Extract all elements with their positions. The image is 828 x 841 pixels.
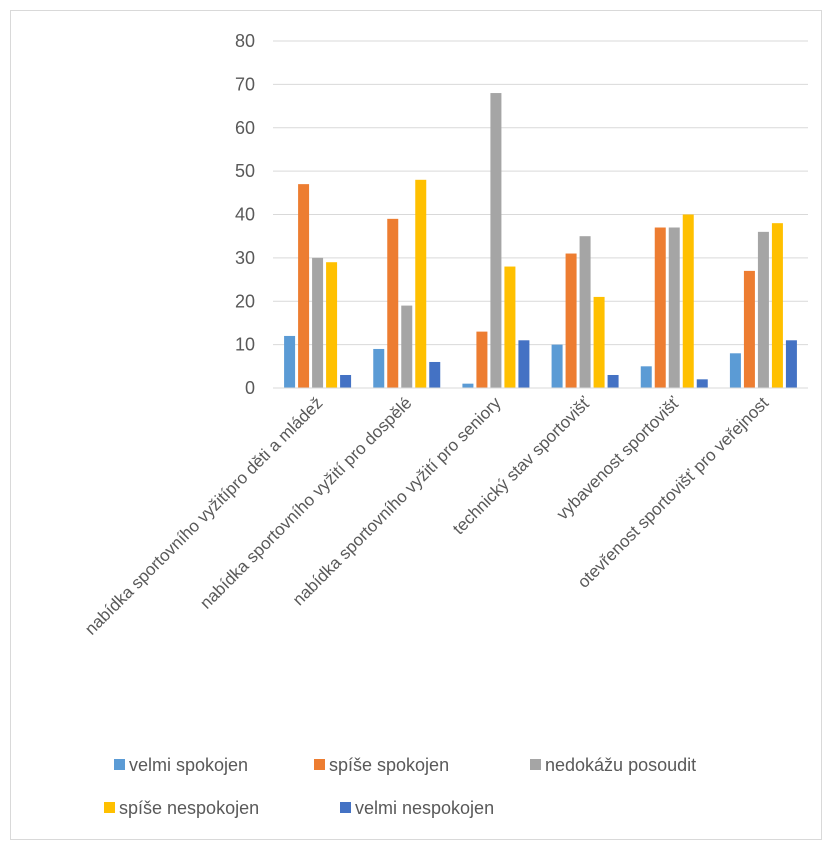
bar (607, 374, 619, 388)
y-tick-label: 0 (245, 378, 255, 398)
bar (373, 348, 385, 388)
legend-item: velmi spokojen (114, 755, 248, 775)
legend-item: velmi nespokojen (340, 798, 494, 818)
bar (551, 344, 563, 388)
y-tick-label: 60 (235, 118, 255, 138)
legend-label: spíše nespokojen (119, 798, 259, 818)
bar (429, 361, 441, 388)
legend-label: nedokážu posoudit (545, 755, 696, 775)
legend-item: nedokážu posoudit (530, 755, 696, 775)
gridlines (273, 40, 808, 346)
bar (340, 374, 352, 388)
bar (298, 184, 310, 388)
legend: velmi spokojen spíše spokojen nedokážu pos… (104, 755, 696, 818)
bar (640, 366, 652, 388)
bar (490, 93, 502, 389)
bar (579, 236, 591, 388)
category-labels: nabídka sportovního vyžitípro děti a mlá… (81, 393, 772, 639)
bar (415, 179, 427, 388)
category-label: otevřenost sportovišť pro veřejnost (574, 393, 773, 592)
legend-label: velmi nespokojen (355, 798, 494, 818)
bar (504, 266, 516, 388)
y-tick-label: 30 (235, 248, 255, 268)
bar (696, 379, 708, 388)
legend-swatch (114, 759, 125, 770)
bar (284, 335, 296, 388)
bar (401, 305, 413, 388)
y-axis-ticks: 0 10 20 30 40 50 60 70 80 (235, 31, 255, 398)
bar (785, 340, 797, 388)
bar (326, 262, 338, 388)
bar (654, 227, 666, 388)
bar (476, 331, 488, 388)
y-tick-label: 50 (235, 161, 255, 181)
legend-swatch (314, 759, 325, 770)
bar (565, 253, 577, 388)
y-tick-label: 20 (235, 291, 255, 311)
bar (312, 257, 324, 388)
legend-label: spíše spokojen (329, 755, 449, 775)
bar (668, 227, 680, 388)
bar (757, 231, 769, 388)
bar (771, 223, 783, 388)
y-tick-label: 70 (235, 74, 255, 94)
legend-swatch (104, 802, 115, 813)
y-tick-label: 80 (235, 31, 255, 51)
bar (743, 270, 755, 388)
y-tick-label: 10 (235, 335, 255, 355)
legend-item: spíše spokojen (314, 755, 449, 775)
bars (284, 93, 797, 389)
bar-chart: 0 10 20 30 40 50 60 70 80 nabídka sportovního vy… (81, 31, 808, 818)
legend-swatch (530, 759, 541, 770)
bar (729, 353, 741, 388)
y-tick-label: 40 (235, 205, 255, 225)
bar (682, 214, 694, 388)
legend-swatch (340, 802, 351, 813)
bar (387, 218, 399, 388)
bar (593, 296, 605, 388)
legend-label: velmi spokojen (129, 755, 248, 775)
bar (518, 340, 530, 388)
legend-item: spíše nespokojen (104, 798, 259, 818)
chart-area: 0 10 20 30 40 50 60 70 80 nabídka sportovního vy… (10, 10, 822, 840)
bar (462, 383, 474, 388)
